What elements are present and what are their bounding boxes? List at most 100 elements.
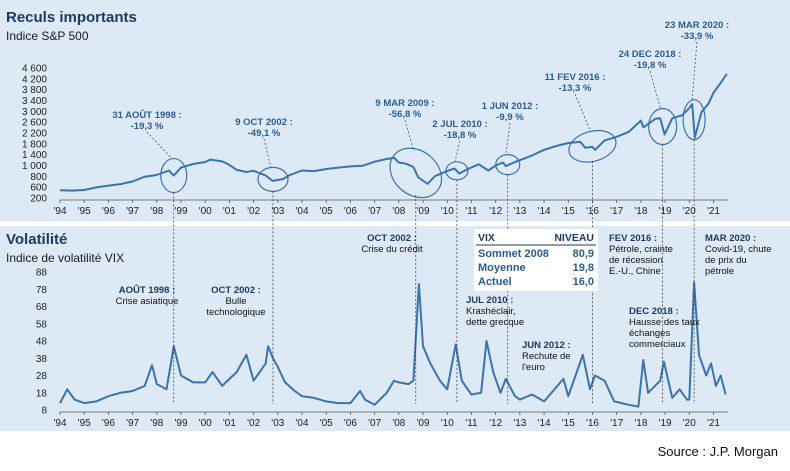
x-tick-label: '15	[562, 206, 575, 217]
x-tick-label: '14	[538, 206, 551, 217]
event-date: OCT 2002 :	[367, 233, 417, 244]
table-row-value: 16,0	[573, 276, 594, 288]
x-tick-label: '19	[659, 418, 672, 429]
y-tick-label: 4 600	[22, 64, 47, 75]
table-row-label: Moyenne	[478, 262, 526, 274]
drawdown-ellipse	[389, 147, 443, 199]
x-tick-label: '07	[368, 418, 381, 429]
x-tick-label: '17	[610, 418, 623, 429]
x-tick-label: '12	[489, 418, 502, 429]
y-tick-label: 3 800	[22, 85, 47, 96]
annotation-date: 1 JUN 2012 :	[482, 101, 539, 112]
x-tick-label: '96	[102, 206, 115, 217]
y-tick-label: 58	[36, 319, 48, 330]
event-description: pétrole	[705, 266, 734, 277]
event-description: technologique	[206, 307, 265, 318]
annotation-leader	[454, 140, 461, 162]
x-tick-label: '13	[513, 206, 526, 217]
event-date: MAR 2020 :	[705, 233, 756, 244]
x-tick-label: '06	[344, 418, 357, 429]
x-tick-label: '16	[586, 418, 599, 429]
x-tick-label: '00	[199, 206, 212, 217]
x-tick-label: '98	[150, 418, 163, 429]
x-tick-label: '08	[392, 206, 405, 217]
y-tick-label: 38	[36, 354, 48, 365]
y-tick-label: 68	[36, 302, 48, 313]
y-tick-label: 8	[41, 406, 47, 417]
x-tick-label: '09	[417, 418, 430, 429]
x-tick-label: '99	[174, 418, 187, 429]
x-tick-label: '94	[53, 206, 66, 217]
panel-title: Reculs importants	[6, 9, 137, 26]
vix-panel: Volatilité Indice de volatilité VIX 8 18 28 3…	[0, 226, 790, 431]
y-tick-label: 600	[30, 183, 47, 194]
x-tick-label: '11	[465, 418, 478, 429]
y-tick-label: 1 000	[22, 161, 47, 172]
event-description: Rechute de	[522, 351, 571, 362]
y-tick-label: 78	[36, 285, 48, 296]
x-tick-label: '07	[368, 206, 381, 217]
table-row-value: 19,8	[573, 262, 594, 274]
x-tick-label: '21	[707, 206, 720, 217]
table-background	[474, 229, 598, 291]
x-tick-label: '01	[223, 418, 236, 429]
table-header-value: NIVEAU	[554, 232, 594, 244]
table-row-value: 80,9	[573, 248, 594, 260]
drawdown-ellipse	[568, 129, 617, 163]
annotation-leader	[263, 138, 272, 168]
annotation-date: 31 AOÛT 1998 :	[112, 109, 181, 121]
event-date: AOÛT 1998 :	[119, 284, 176, 296]
event-description: l'euro	[522, 362, 545, 373]
x-tick-label: '19	[659, 206, 672, 217]
event-date: DEC 2018 :	[629, 306, 679, 317]
y-tick-label: 88	[36, 268, 48, 279]
annotation-value: -49,1 %	[248, 128, 281, 139]
x-tick-label: '96	[102, 418, 115, 429]
y-tick-label: 2 200	[22, 129, 47, 140]
annotation-leader	[574, 93, 591, 132]
sp500-annotations: 31 AOÛT 1998 :-19,3 % 9 OCT 2002 :-49,1 %…	[112, 20, 729, 404]
x-tick-label: '18	[634, 418, 647, 429]
x-tick-label: '11	[465, 206, 478, 217]
x-tick-label: '17	[610, 206, 623, 217]
event-description: Covid-19, chute	[705, 244, 772, 255]
source-note: Source : J.P. Morgan	[657, 444, 778, 459]
x-tick-label: '10	[441, 418, 454, 429]
event-description: Bulle	[225, 296, 246, 307]
x-tick-label: '94	[53, 418, 66, 429]
panel-background	[0, 226, 790, 431]
x-tick-label: '10	[441, 206, 454, 217]
y-tick-label: 1 800	[22, 139, 47, 150]
sp500-panel: Reculs importants Indice S&P 500 200600800…	[0, 0, 790, 221]
x-tick-label: '02	[247, 418, 260, 429]
y-tick-label: 800	[30, 172, 47, 183]
event-description: E.-U., Chine	[609, 266, 661, 277]
x-tick-label: '18	[634, 206, 647, 217]
x-tick-label: '08	[392, 418, 405, 429]
panel-subtitle: Indice de volatilité VIX	[6, 251, 124, 265]
event-description: Crise asiatique	[116, 296, 179, 307]
vix-table: VIX NIVEAU Sommet 2008 80,9 Moyenne 19,8 Actue…	[474, 229, 598, 291]
table-row-label: Actuel	[478, 276, 512, 288]
event-description: de prix du	[705, 255, 747, 266]
x-tick-label: '15	[562, 418, 575, 429]
y-tick-label: 200	[30, 194, 47, 205]
event-date: OCT 2002 :	[211, 285, 261, 296]
annotation-leader	[404, 119, 415, 151]
annotation-leader	[691, 41, 698, 100]
x-tick-label: '05	[320, 418, 333, 429]
event-description: dette grecque	[466, 317, 524, 328]
y-tick-label: 48	[36, 337, 48, 348]
annotation-value: -19,3 %	[131, 121, 164, 132]
y-tick-label: 2 600	[22, 118, 47, 129]
x-tick-label: '99	[174, 206, 187, 217]
panel-title: Volatilité	[6, 231, 67, 248]
x-tick-label: '20	[683, 206, 696, 217]
y-tick-label: 4 200	[22, 74, 47, 85]
event-description: commerciaux	[629, 339, 686, 350]
annotation-value: -56,8 %	[389, 109, 422, 120]
annotation-date: 9 MAR 2009 :	[375, 98, 434, 109]
